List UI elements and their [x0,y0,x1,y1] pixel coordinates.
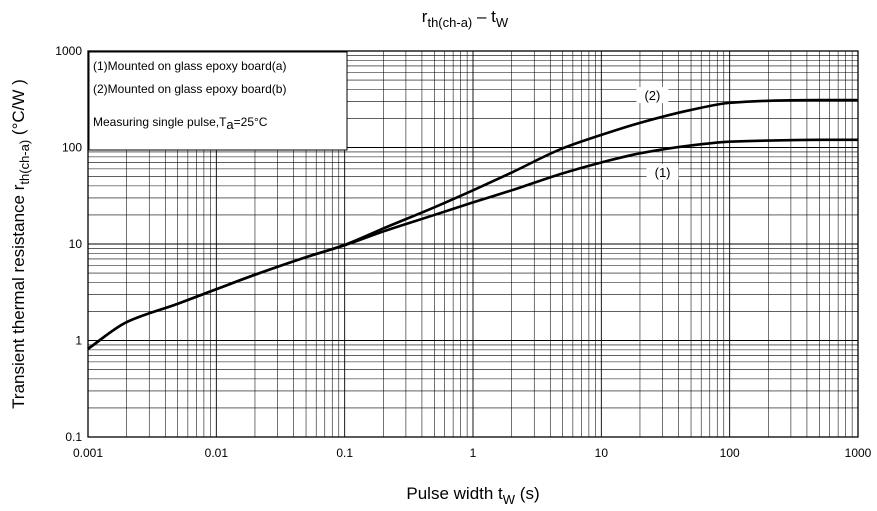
series-label-bg-2 [636,87,669,104]
series-group [87,98,858,350]
legend-measurement-note: Measuring single pulse,Ta=25°C [93,115,268,132]
series-label-1: (1) [655,165,671,180]
series-line-2 [87,98,858,350]
series-label-2: (2) [644,88,660,103]
y-axis-label-sub: th(ch-a) [17,140,32,185]
x-axis-label-unit: (s) [515,484,540,503]
legend-entry-1: (1)Mounted on glass epoxy board(a) [93,59,286,73]
title-dash: – [472,7,491,26]
x-tick-label: 1000 [845,446,872,460]
x-tick-label: 10 [595,446,609,460]
title-r: r [422,7,428,26]
legend-box [88,51,348,151]
y-tick-label: 0.1 [65,430,82,444]
x-axis-label-text: Pulse width t [406,484,503,503]
x-tick-label: 1 [470,446,477,460]
y-tick-labels: 0.1 1 10 100 1000 [55,44,82,444]
series-labels: (1) (2) [636,87,679,180]
legend-note-suffix: =25°C [234,115,268,129]
title-r-sub: th(ch-a) [427,15,472,30]
y-axis-label-text: Transient thermal resistance r [9,184,28,409]
legend-note-sub: a [226,117,234,132]
series-label-bg-1 [646,163,679,180]
chart-title: rth(ch-a) – tW [422,7,509,30]
x-tick-labels: 0.001 0.01 0.1 1 10 100 1000 [73,446,872,460]
plot-frame [87,50,859,438]
legend-note-prefix: Measuring single pulse,T [93,115,227,129]
y-tick-label: 1000 [55,44,82,58]
x-axis-label-sub: W [503,492,516,507]
y-axis-label: Transient thermal resistance rth(ch-a) (… [9,79,32,409]
x-tick-label: 0.1 [336,446,353,460]
title-t-sub: W [496,15,509,30]
x-tick-label: 0.001 [73,446,103,460]
title-t: t [491,7,496,26]
y-axis-label-unit: (°C/W ) [9,79,28,140]
y-tick-label: 100 [62,141,82,155]
y-tick-label: 10 [69,237,83,251]
y-tick-label: 1 [75,334,82,348]
x-tick-label: 0.01 [205,446,229,460]
x-axis-label: Pulse width tW (s) [406,484,539,507]
legend: (1)Mounted on glass epoxy board(a) (2)Mo… [88,51,348,151]
legend-entry-2: (2)Mounted on glass epoxy board(b) [93,82,286,96]
x-tick-label: 100 [720,446,740,460]
